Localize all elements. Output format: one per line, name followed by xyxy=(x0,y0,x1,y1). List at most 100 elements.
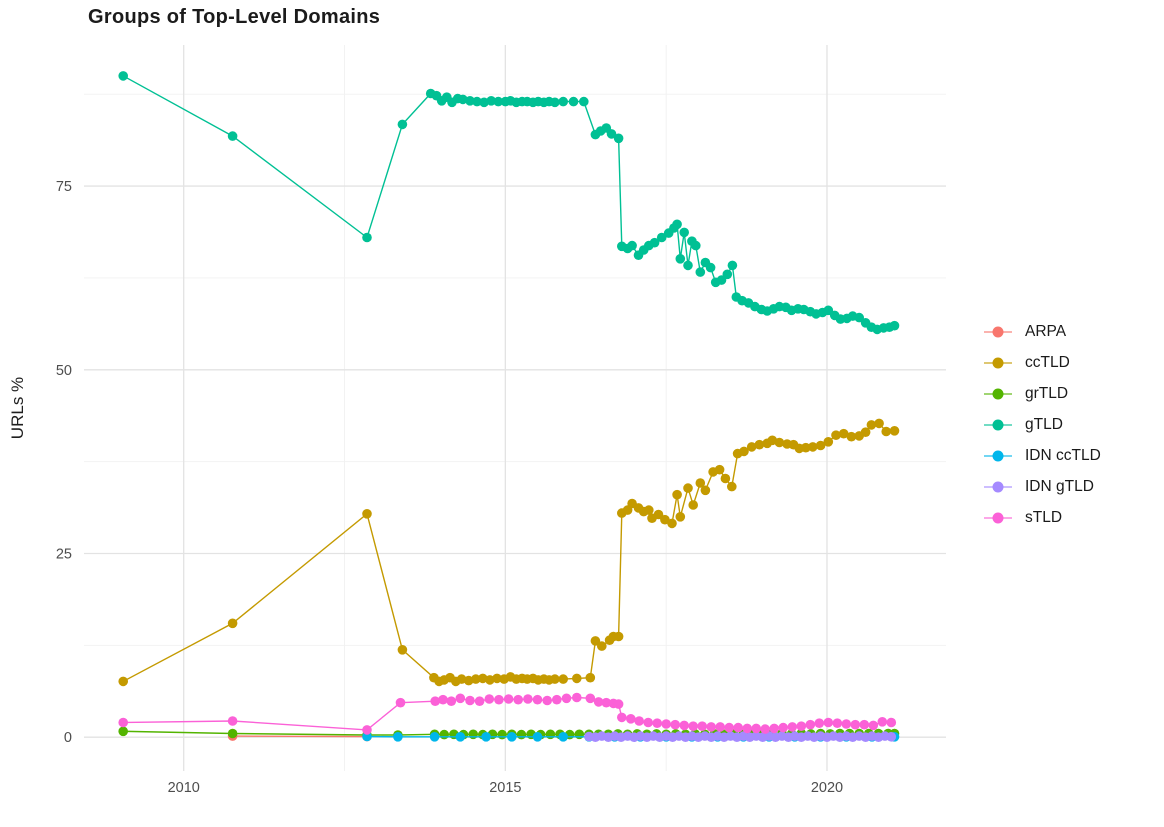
data-point xyxy=(705,262,716,273)
y-axis-title: URLs % xyxy=(8,376,27,440)
y-axis-tick-labels: 0 25 50 75 xyxy=(56,179,72,746)
data-point xyxy=(774,437,785,448)
data-point xyxy=(801,442,811,453)
series-line xyxy=(122,422,895,683)
data-point xyxy=(715,722,725,732)
data-point xyxy=(672,489,682,500)
data-point xyxy=(472,96,482,107)
data-point xyxy=(118,726,128,737)
data-point xyxy=(727,481,737,492)
data-point xyxy=(850,719,861,730)
data-point xyxy=(574,729,585,740)
data-point xyxy=(516,729,527,740)
data-point xyxy=(458,94,468,105)
data-point xyxy=(486,96,497,106)
data-point xyxy=(675,253,686,264)
data-point xyxy=(118,71,128,81)
legend-label: IDN ccTLD xyxy=(1025,446,1101,464)
data-point xyxy=(397,645,408,655)
data-point xyxy=(679,720,689,731)
data-point xyxy=(796,721,807,731)
data-point xyxy=(660,514,670,525)
data-point xyxy=(227,728,238,739)
data-point xyxy=(823,437,834,447)
x-tick-label: 2020 xyxy=(811,780,843,796)
data-point xyxy=(513,694,523,705)
data-point xyxy=(585,693,596,704)
data-point xyxy=(626,714,636,724)
legend-item-cctld: ccTLD xyxy=(983,352,1101,373)
data-point xyxy=(481,732,491,742)
data-point xyxy=(860,427,871,438)
data-point xyxy=(688,500,698,510)
data-point xyxy=(438,694,448,705)
data-point xyxy=(866,420,877,430)
data-point xyxy=(769,723,779,734)
data-point xyxy=(492,673,502,684)
data-point xyxy=(550,97,560,108)
data-point xyxy=(503,694,514,704)
data-point xyxy=(613,631,624,642)
legend-key-line-dot-icon xyxy=(984,481,1012,492)
y-tick-label: 0 xyxy=(64,730,72,746)
data-point xyxy=(695,267,706,277)
x-tick-label: 2015 xyxy=(489,780,521,796)
data-point xyxy=(395,697,406,708)
data-point xyxy=(760,724,770,734)
chart-title: Groups of Top-Level Domains xyxy=(88,6,381,28)
y-tick-label: 25 xyxy=(56,546,72,562)
y-tick-label: 75 xyxy=(56,179,72,195)
legend-key-line-dot-icon xyxy=(984,419,1012,430)
data-point xyxy=(841,719,852,729)
data-point xyxy=(846,431,857,442)
data-point xyxy=(670,719,680,730)
data-point xyxy=(643,717,653,728)
data-point xyxy=(439,729,450,740)
data-point xyxy=(716,275,727,285)
data-point xyxy=(754,439,765,450)
data-point xyxy=(683,483,693,493)
legend-item-arpa: ARPA xyxy=(983,321,1101,342)
data-point xyxy=(787,722,798,732)
data-point xyxy=(585,672,596,683)
data-point xyxy=(550,674,560,684)
data-point xyxy=(362,509,372,519)
grid-minor-lines xyxy=(84,45,946,771)
data-point xyxy=(886,717,897,728)
legend-key-line-dot-icon xyxy=(984,388,1012,399)
data-point xyxy=(362,232,372,243)
data-point xyxy=(601,697,612,708)
data-point xyxy=(688,721,698,731)
data-point xyxy=(805,719,816,730)
data-point xyxy=(532,732,543,742)
data-point xyxy=(700,485,711,496)
data-point xyxy=(465,96,475,106)
series-line xyxy=(232,735,368,738)
legend-key-line-dot-icon xyxy=(984,512,1012,523)
data-point xyxy=(634,716,644,726)
data-point xyxy=(667,518,677,529)
series-stld xyxy=(118,692,897,735)
data-point xyxy=(838,428,849,439)
data-point xyxy=(808,442,818,452)
data-point xyxy=(597,641,607,651)
data-point xyxy=(362,731,372,742)
data-point xyxy=(227,716,238,726)
legend-item-gtld: gTLD xyxy=(983,414,1101,435)
data-point xyxy=(720,473,731,484)
data-point xyxy=(859,719,870,730)
data-point xyxy=(613,133,624,144)
data-point xyxy=(683,260,693,271)
data-point xyxy=(227,131,238,141)
data-point xyxy=(656,232,667,243)
data-point xyxy=(430,696,441,706)
data-point xyxy=(118,717,128,728)
data-point xyxy=(877,717,888,727)
data-point xyxy=(507,732,517,742)
legend-key-line-dot-icon xyxy=(984,357,1012,368)
data-point xyxy=(227,618,238,629)
data-point xyxy=(675,512,686,522)
data-point xyxy=(889,426,900,436)
data-point xyxy=(393,732,403,742)
